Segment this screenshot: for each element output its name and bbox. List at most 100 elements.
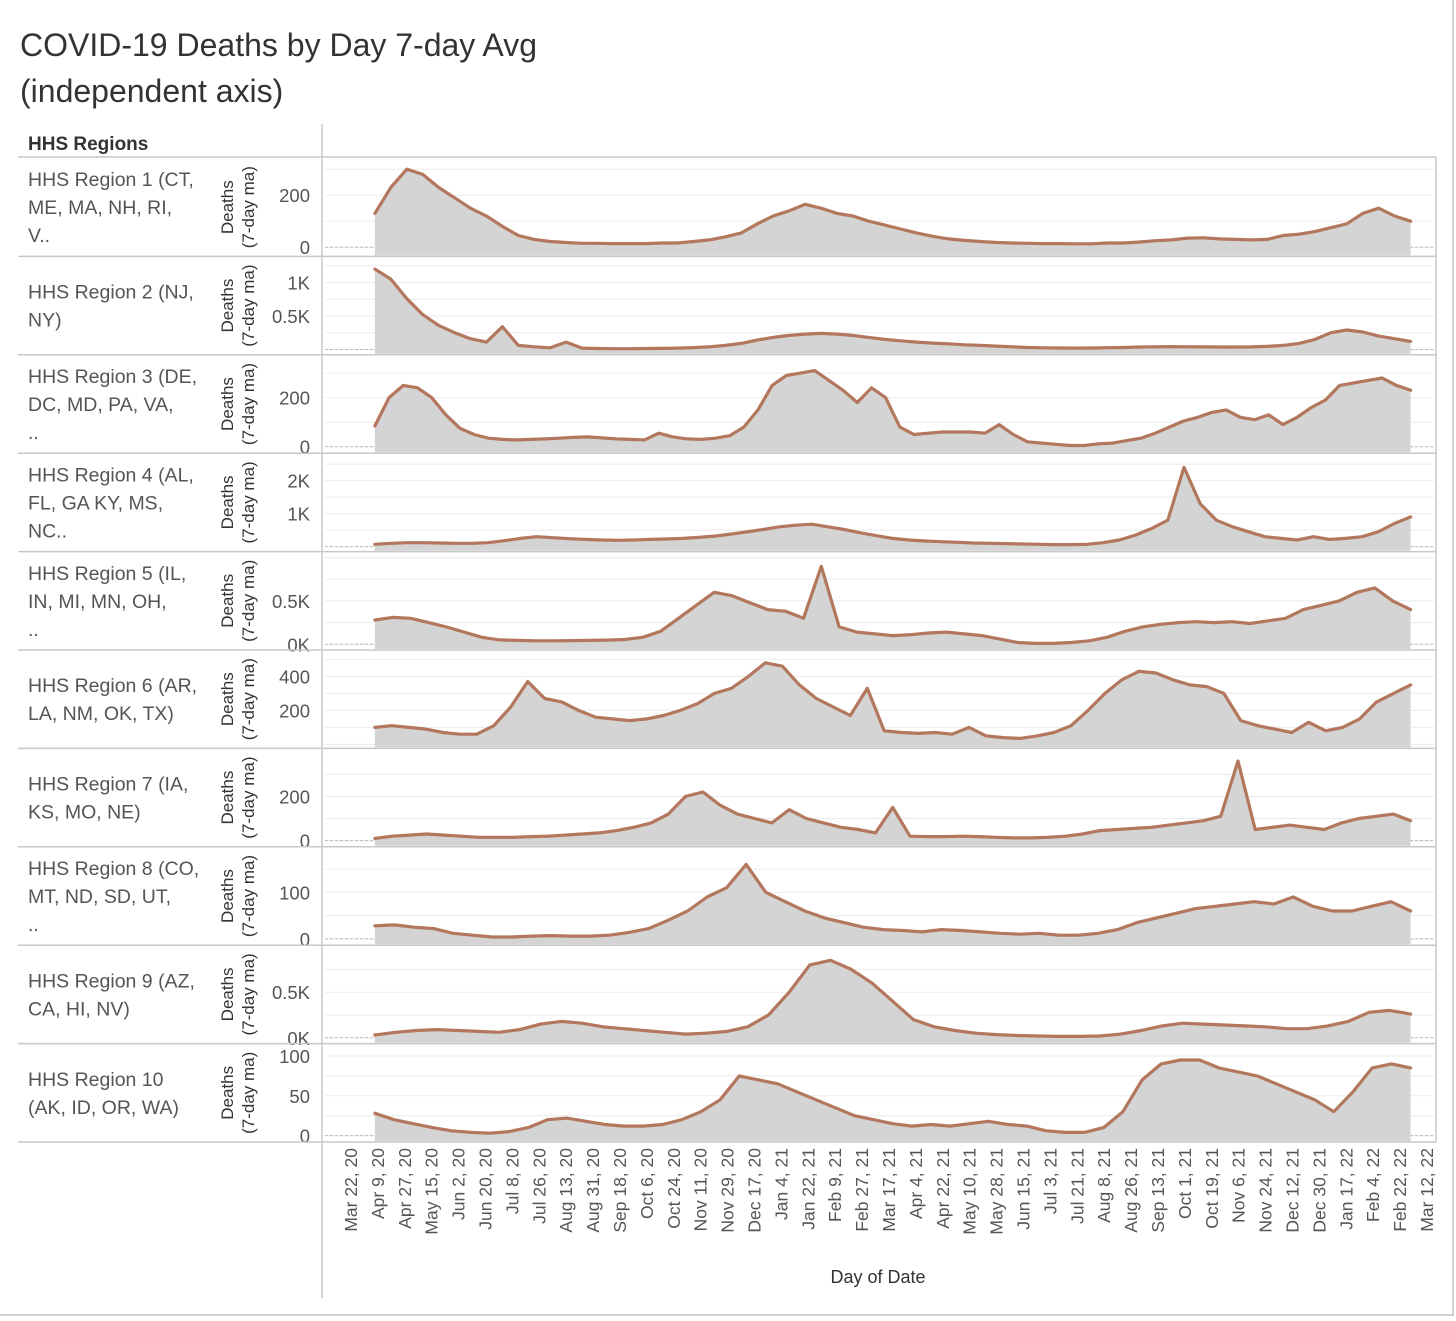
x-tick-label: Dec 17, 20	[745, 1148, 765, 1233]
y-axis-title-line2: (7-day ma)	[239, 855, 258, 937]
region-label-line: HHS Region 6 (AR,	[28, 675, 197, 697]
region-panel: HHS Region 1 (CT, ME, MA, NH, RI, V.. Death…	[18, 166, 1436, 258]
x-tick-label: Oct 6, 20	[637, 1148, 657, 1219]
x-tick-label: Jul 3, 21	[1040, 1148, 1060, 1214]
y-axis-title-line2: (7-day ma)	[239, 658, 258, 740]
region-panel: HHS Region 6 (AR, LA, NM, OK, TX) Deaths (7…	[18, 658, 1436, 750]
row-header-title: HHS Regions	[28, 134, 148, 155]
x-tick-label: Jun 20, 20	[476, 1148, 496, 1230]
region-panel: HHS Region 4 (AL, FL, GA KY, MS, NC.. Death…	[18, 461, 1436, 553]
y-axis-title-line1: Deaths	[218, 574, 237, 628]
y-axis-title-line1: Deaths	[218, 771, 237, 825]
region-label-line: ME, MA, NH, RI,	[28, 197, 172, 219]
x-tick-label: Feb 9, 21	[825, 1148, 845, 1222]
y-tick-label: 100	[279, 882, 310, 903]
y-tick-label: 0	[300, 1126, 310, 1147]
region-panel: HHS Region 2 (NJ, NY) Deaths (7-day ma) 0.5K…	[18, 265, 1436, 356]
region-panel: HHS Region 9 (AZ, CA, HI, NV) Deaths (7-day…	[18, 953, 1436, 1049]
y-axis-title-line1: Deaths	[218, 377, 237, 431]
series-area	[374, 1060, 1411, 1141]
x-tick-label: Oct 1, 21	[1175, 1148, 1195, 1219]
x-tick-label: Dec 30, 21	[1309, 1148, 1329, 1233]
x-tick-label: Jan 22, 21	[798, 1148, 818, 1230]
x-axis: Mar 22, 20 Apr 9, 20 Apr 27, 20 May 15, 20 J…	[341, 1148, 1437, 1235]
y-axis-title-line2: (7-day ma)	[239, 757, 258, 839]
y-axis-title-line2: (7-day ma)	[239, 166, 258, 248]
series-line	[373, 661, 1413, 740]
series-line	[373, 465, 1413, 547]
x-tick-label: Aug 8, 21	[1094, 1148, 1114, 1223]
region-label-line: HHS Region 8 (CO,	[28, 858, 199, 880]
y-tick-label: 1K	[287, 504, 310, 525]
y-tick-label: 400	[279, 666, 310, 687]
x-tick-label: Aug 26, 21	[1121, 1148, 1141, 1233]
y-axis-title-line1: Deaths	[218, 475, 237, 529]
region-label-line: V..	[28, 225, 50, 247]
x-tick-label: Aug 13, 20	[556, 1148, 576, 1233]
x-tick-label: Jul 8, 20	[502, 1148, 522, 1214]
x-tick-label: Feb 22, 22	[1390, 1148, 1410, 1232]
x-tick-label: Jul 26, 20	[529, 1148, 549, 1224]
y-axis-title: Deaths (7-day ma)	[218, 166, 258, 248]
y-axis-title: Deaths (7-day ma)	[218, 855, 258, 937]
y-axis-title: Deaths (7-day ma)	[218, 265, 258, 347]
x-tick-label: May 15, 20	[422, 1148, 442, 1235]
x-tick-label: May 28, 21	[987, 1148, 1007, 1235]
region-label-line: IN, MI, MN, OH,	[28, 591, 167, 613]
x-tick-label: Feb 27, 21	[852, 1148, 872, 1232]
y-tick-label: 0	[300, 437, 310, 458]
y-axis-title: Deaths (7-day ma)	[218, 1052, 258, 1134]
y-tick-label: 200	[279, 185, 310, 206]
region-label-line: MT, ND, SD, UT,	[28, 886, 171, 908]
y-tick-label: 0K	[287, 634, 310, 655]
region-label: HHS Region 8 (CO, MT, ND, SD, UT,..	[28, 858, 199, 936]
region-label-line: (AK, ID, OR, WA)	[28, 1097, 179, 1119]
region-label-line: HHS Region 5 (IL,	[28, 563, 186, 585]
y-tick-label: 0	[300, 831, 310, 852]
x-tick-label: Nov 24, 21	[1256, 1148, 1276, 1233]
region-label-line: HHS Region 2 (NJ,	[28, 282, 194, 304]
x-tick-label: Mar 12, 22	[1417, 1148, 1437, 1232]
region-label: HHS Region 9 (AZ, CA, HI, NV)	[28, 970, 195, 1020]
y-axis-title-line1: Deaths	[218, 279, 237, 333]
series-line	[373, 369, 1413, 448]
region-label: HHS Region 5 (IL, IN, MI, MN, OH,..	[28, 563, 186, 641]
y-tick-label: 0	[300, 237, 310, 258]
y-axis-title-line2: (7-day ma)	[239, 363, 258, 445]
series-line	[373, 862, 1413, 939]
y-axis-title: Deaths (7-day ma)	[218, 757, 258, 839]
region-label: HHS Region 10 (AK, ID, OR, WA)	[28, 1069, 179, 1119]
region-label-line: DC, MD, PA, VA,	[28, 394, 174, 416]
region-label: HHS Region 4 (AL, FL, GA KY, MS, NC..	[28, 464, 194, 542]
region-label-line: HHS Region 7 (IA,	[28, 774, 188, 796]
chart-title: COVID-19 Deaths by Day 7-day Avg (indepe…	[20, 22, 537, 114]
region-label-line: HHS Region 3 (DE,	[28, 366, 197, 388]
region-label-line: CA, HI, NV)	[28, 998, 130, 1020]
series-area	[374, 761, 1411, 846]
y-axis-title-line1: Deaths	[218, 1066, 237, 1120]
region-label: HHS Region 6 (AR, LA, NM, OK, TX)	[28, 675, 197, 725]
x-tick-label: Jun 2, 20	[449, 1148, 469, 1220]
x-axis-title: Day of Date	[830, 1267, 925, 1287]
x-tick-label: Feb 4, 22	[1363, 1148, 1383, 1222]
x-tick-label: Apr 4, 21	[906, 1148, 926, 1219]
region-panel: HHS Region 3 (DE, DC, MD, PA, VA, .. Deaths…	[18, 363, 1436, 458]
region-label: HHS Region 1 (CT, ME, MA, NH, RI, V..	[28, 169, 194, 247]
y-axis-title-line2: (7-day ma)	[239, 560, 258, 642]
y-tick-label: 1K	[287, 273, 310, 294]
x-tick-label: Sep 18, 20	[610, 1148, 630, 1233]
series-line	[373, 1058, 1413, 1135]
x-tick-label: Nov 6, 21	[1229, 1148, 1249, 1223]
chart-title-line1: COVID-19 Deaths by Day 7-day Avg	[20, 27, 537, 63]
y-axis-title-line1: Deaths	[218, 672, 237, 726]
region-label-line: ..	[28, 422, 39, 444]
x-tick-label: Dec 12, 21	[1283, 1148, 1303, 1233]
chart-title-line2: (independent axis)	[20, 73, 284, 109]
y-tick-label: 2K	[287, 471, 310, 492]
y-tick-label: 0.5K	[272, 982, 311, 1003]
series-area	[374, 370, 1411, 453]
region-panel: HHS Region 10 (AK, ID, OR, WA) Deaths (7-da…	[18, 1046, 1436, 1147]
region-panel: HHS Region 5 (IL, IN, MI, MN, OH, .. Deaths…	[18, 557, 1436, 655]
